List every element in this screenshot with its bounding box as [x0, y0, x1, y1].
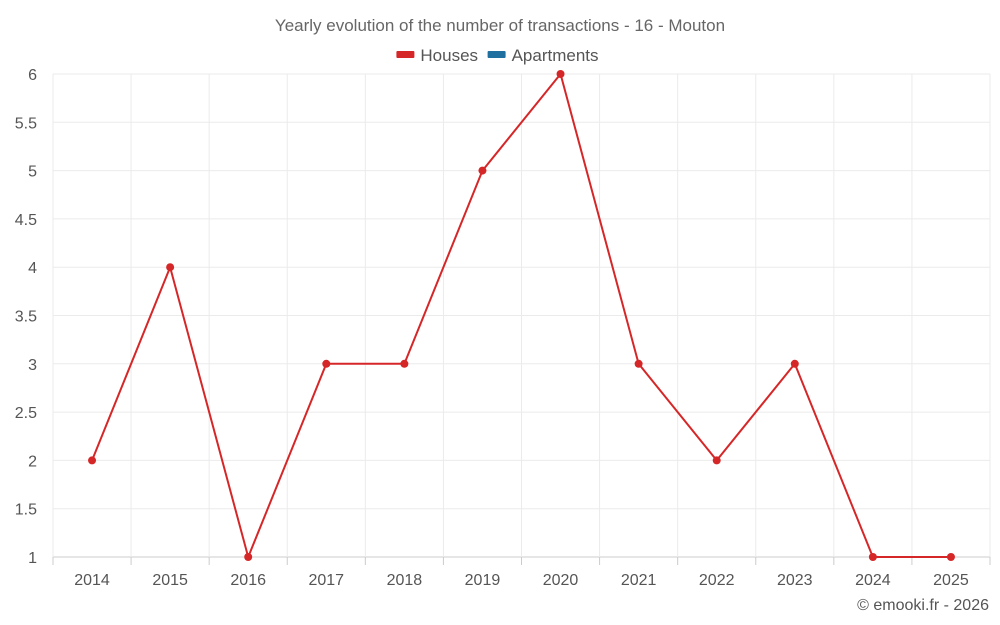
series-line — [91, 73, 951, 558]
data-point[interactable] — [556, 70, 565, 78]
data-point[interactable] — [244, 553, 253, 561]
y-tick-label: 5 — [28, 164, 37, 181]
series-houses — [88, 70, 955, 561]
data-point[interactable] — [790, 359, 799, 368]
x-tick-label: 2024 — [855, 572, 891, 589]
x-tick-label: 2020 — [543, 572, 579, 589]
grid — [52, 73, 991, 558]
data-point[interactable] — [712, 456, 721, 465]
y-tick-label: 1.5 — [15, 502, 37, 519]
legend-label: Houses — [420, 46, 478, 65]
x-tick-label: 2021 — [621, 572, 657, 589]
y-tick-label: 6 — [28, 67, 37, 84]
x-tick-label: 2025 — [933, 572, 969, 589]
data-point[interactable] — [166, 263, 175, 272]
legend-item-houses[interactable]: Houses — [396, 46, 478, 65]
chart-title: Yearly evolution of the number of transa… — [275, 16, 725, 35]
x-tick-label: 2019 — [465, 572, 501, 589]
y-axis: 1 1.5 2 2.5 3 3.5 4 4.5 5 5.5 6 — [15, 67, 37, 567]
data-point[interactable] — [322, 359, 331, 368]
x-tick-label: 2018 — [387, 572, 423, 589]
data-point[interactable] — [634, 359, 643, 368]
y-tick-label: 1 — [28, 550, 37, 567]
data-point[interactable] — [88, 456, 97, 465]
y-tick-label: 3 — [28, 357, 37, 374]
x-tick-label: 2022 — [699, 572, 735, 589]
y-tick-label: 2.5 — [15, 405, 37, 422]
legend-swatch — [487, 51, 506, 58]
x-tick-label: 2015 — [152, 572, 188, 589]
x-tick-label: 2016 — [230, 572, 266, 589]
data-point[interactable] — [400, 359, 409, 368]
x-tick-label: 2023 — [777, 572, 813, 589]
series-layer — [88, 70, 955, 561]
y-tick-label: 3.5 — [15, 309, 37, 326]
y-tick-label: 4 — [28, 260, 37, 277]
legend: Houses Apartments — [396, 46, 599, 65]
legend-swatch — [396, 51, 415, 58]
x-axis: 2014 2015 2016 2017 2018 2019 2020 2021 2022 2023… — [52, 557, 991, 589]
y-tick-label: 4.5 — [15, 212, 37, 229]
legend-label: Apartments — [512, 46, 599, 65]
y-tick-label: 2 — [28, 453, 37, 470]
x-tick-label: 2017 — [308, 572, 344, 589]
data-point[interactable] — [478, 166, 487, 175]
legend-item-apartments[interactable]: Apartments — [487, 46, 599, 65]
y-tick-label: 5.5 — [15, 115, 37, 132]
credit-text: © emooki.fr - 2026 — [857, 597, 989, 614]
data-point[interactable] — [868, 553, 877, 561]
x-tick-label: 2014 — [74, 572, 110, 589]
data-point[interactable] — [946, 553, 955, 561]
